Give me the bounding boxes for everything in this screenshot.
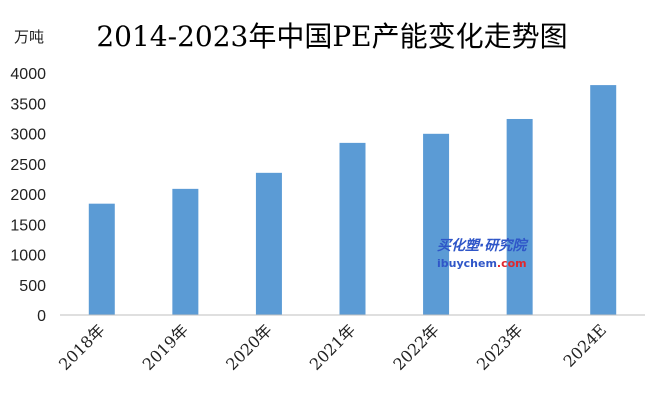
bar-2018年 bbox=[88, 203, 115, 315]
y-tick-label: 3500 bbox=[10, 96, 46, 113]
watermark-site: ibuychem.com bbox=[437, 257, 527, 270]
watermark-logo: 买化塑·研究院 ibuychem.com bbox=[437, 237, 529, 270]
y-tick-label: 3000 bbox=[10, 127, 46, 144]
bar-2022年 bbox=[423, 133, 450, 315]
x-tick-label: 2024E bbox=[560, 320, 610, 370]
x-axis: 2018年 2019年 2020年 2021年 2022年 2023年 2024E bbox=[55, 320, 610, 374]
bars bbox=[88, 85, 617, 315]
x-tick-label: 2019年 bbox=[139, 320, 193, 374]
y-tick-label: 500 bbox=[19, 278, 46, 295]
bar-2023年 bbox=[506, 118, 533, 315]
y-tick-label: 0 bbox=[37, 308, 46, 325]
y-tick-label: 1500 bbox=[10, 217, 46, 234]
y-tick-label: 2500 bbox=[10, 157, 46, 174]
chart-title: 2014-2023年中国PE产能变化走势图 bbox=[96, 20, 567, 53]
bar-2019年 bbox=[172, 188, 199, 315]
x-tick-label: 2021年 bbox=[306, 320, 360, 374]
y-tick-label: 1000 bbox=[10, 248, 46, 265]
y-unit-label: 万吨 bbox=[14, 28, 44, 46]
watermark-site-main: ibuychem bbox=[437, 257, 497, 270]
bar-2020年 bbox=[255, 172, 282, 315]
x-tick-label: 2022年 bbox=[389, 320, 443, 374]
y-tick-label: 2000 bbox=[10, 187, 46, 204]
watermark-brand: 买化塑·研究院 bbox=[437, 237, 529, 254]
y-axis: 0 500 1000 1500 2000 2500 3000 3500 4000 bbox=[10, 66, 46, 325]
bar-2021年 bbox=[339, 142, 366, 315]
x-tick-label: 2023年 bbox=[473, 320, 527, 374]
x-tick-label: 2020年 bbox=[222, 320, 276, 374]
watermark-site-tld: .com bbox=[497, 257, 527, 270]
y-tick-label: 4000 bbox=[10, 66, 46, 83]
bar-2024E bbox=[590, 85, 617, 315]
x-tick-label: 2018年 bbox=[55, 320, 109, 374]
